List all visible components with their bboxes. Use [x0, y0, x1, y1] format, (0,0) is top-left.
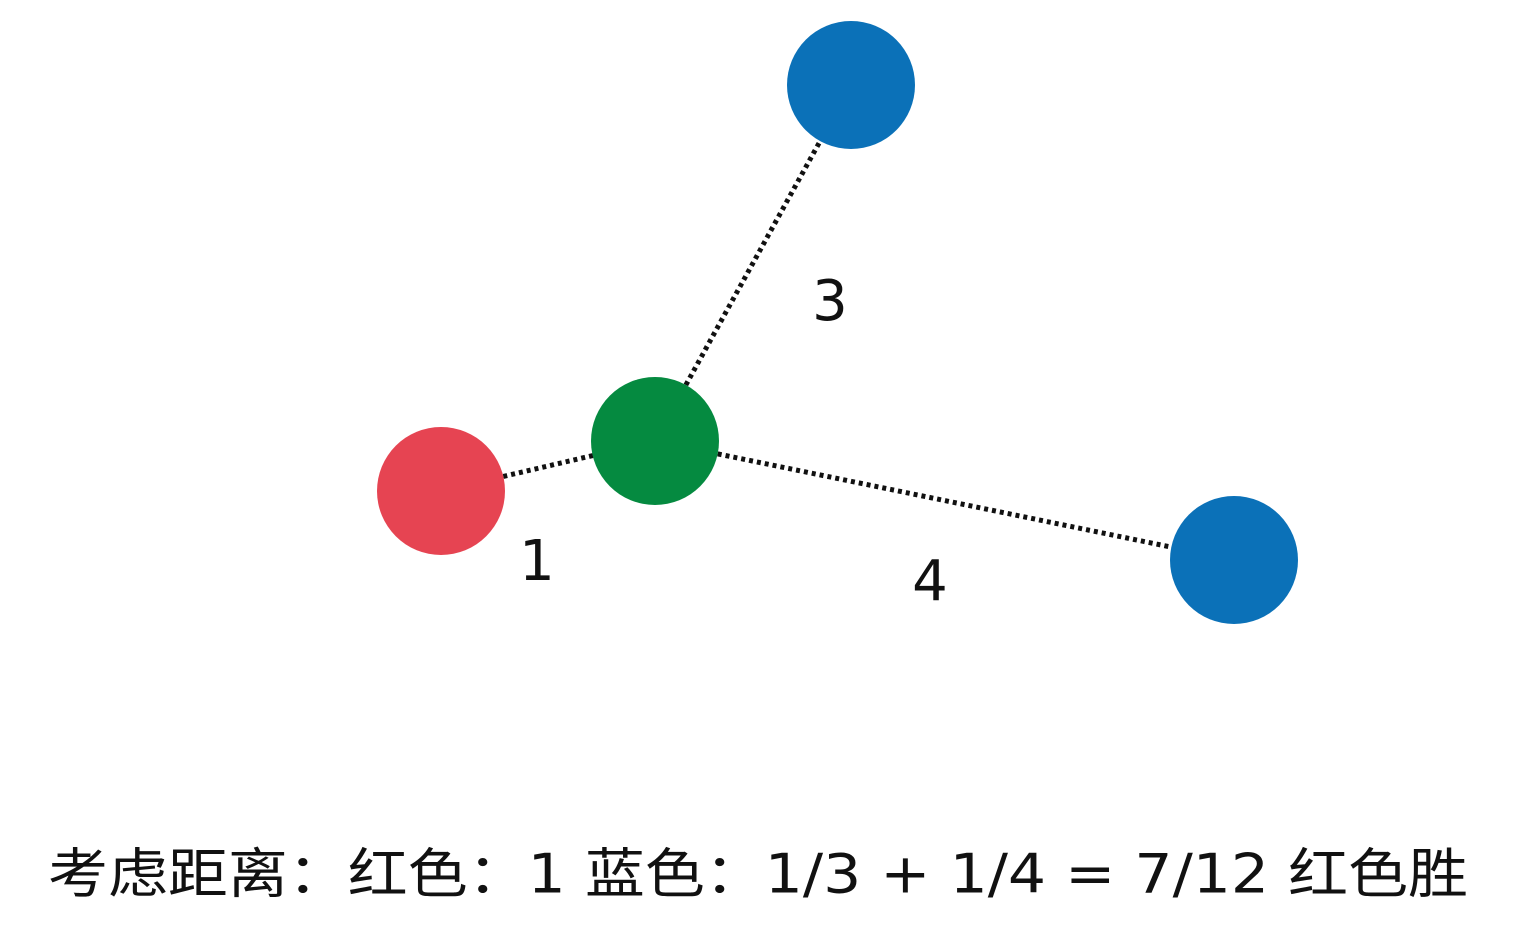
edge-label: 4	[912, 549, 948, 614]
node-red	[377, 427, 505, 555]
edge-label: 1	[519, 529, 555, 594]
edge-label: 3	[812, 269, 848, 334]
edge-green-blue-right	[654, 438, 1235, 563]
caption: 考虑距离：红色：1 蓝色：1/3 + 1/4 = 7/12 红色胜	[48, 843, 1468, 906]
node-blue-top	[787, 21, 915, 149]
node-green	[591, 377, 719, 505]
edge-green-blue-top	[652, 83, 854, 443]
node-blue-right	[1170, 496, 1298, 624]
